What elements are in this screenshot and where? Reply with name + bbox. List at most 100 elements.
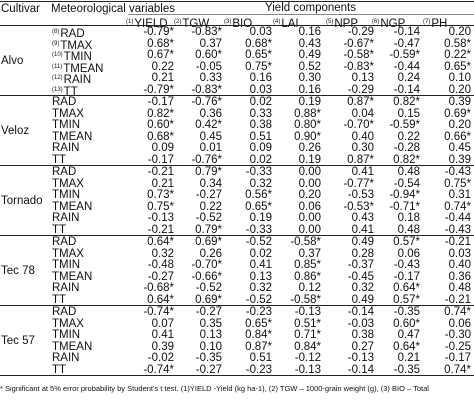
value-cell: 0.85* [294, 259, 321, 271]
header-rule [0, 25, 474, 26]
value-cell: 0.32 [351, 282, 374, 294]
variable-label: (9)TMAX [52, 38, 92, 52]
value-cell: 0.34 [199, 177, 222, 190]
variable-label: (13)TT [52, 84, 78, 98]
value-cell: 0.18 [397, 212, 420, 224]
value-cell: 0.56* [245, 189, 272, 201]
value-cell: 0.40 [448, 259, 471, 271]
column-header-yield: (1)YIELD [126, 16, 174, 30]
value-cell: 0.06 [298, 200, 321, 213]
value-cell: -0.29 [347, 26, 374, 38]
value-cell: -0.27 [195, 363, 222, 376]
value-cell: 0.49 [351, 293, 374, 306]
met-vars-header: Meteorological variables [51, 3, 176, 15]
value-cell: 0.20 [448, 26, 471, 38]
variable-name: RAD [60, 28, 85, 40]
value-cell: 0.21 [397, 352, 420, 364]
variable-label: TMEAN [52, 201, 92, 213]
value-cell: -0.58* [343, 49, 374, 61]
value-cell: 0.19 [298, 153, 321, 166]
variable-label: TMAX [52, 178, 84, 190]
value-cell: -0.54 [393, 177, 420, 190]
value-cell: -0.45 [347, 270, 374, 283]
value-cell: 0.64* [147, 236, 174, 248]
table-footnote: * Significant at 5% error probability by… [0, 384, 429, 393]
value-cell: -0.43 [444, 223, 471, 236]
variable-label: TMEAN [52, 341, 92, 353]
value-cell: -0.23 [245, 363, 272, 376]
value-cell: 0.69* [444, 107, 471, 120]
value-cell: 0.80* [294, 119, 321, 131]
value-cell: -0.35 [393, 363, 420, 376]
value-cell: 0.12 [298, 282, 321, 294]
value-cell: -0.59* [389, 119, 420, 131]
value-cell: 0.16 [298, 26, 321, 38]
value-cell: 0.45 [448, 142, 471, 154]
value-cell: 0.73* [147, 189, 174, 201]
value-cell: 0.33 [199, 72, 222, 84]
value-cell: -0.37 [347, 259, 374, 271]
column-label: NPP [334, 18, 358, 30]
value-cell: -0.35 [195, 352, 222, 364]
value-cell: -0.66* [191, 270, 222, 283]
value-cell: -0.58* [290, 236, 321, 248]
value-cell: 0.03 [249, 26, 272, 38]
value-cell: 0.16 [249, 72, 272, 84]
variable-label: TMIN [52, 119, 80, 131]
value-cell: 0.74* [444, 363, 471, 376]
value-cell: 0.35 [199, 317, 222, 330]
value-cell: -0.13 [294, 363, 321, 376]
variable-name: RAIN [52, 352, 80, 364]
value-cell: 0.37 [298, 247, 321, 260]
value-cell: 0.75* [444, 177, 471, 190]
value-cell: -0.44 [393, 60, 420, 73]
value-cell: 0.07 [151, 317, 174, 330]
value-cell: 0.10 [448, 72, 471, 84]
variable-name: RAIN [52, 142, 80, 154]
variable-name: RAD [52, 236, 77, 248]
variable-name: TMEAN [52, 270, 93, 283]
variable-name: TMIN [52, 189, 81, 201]
value-cell: -0.74* [143, 306, 174, 318]
group-rule [0, 235, 474, 236]
value-cell: 0.45 [199, 130, 222, 143]
value-cell: 0.40 [351, 130, 374, 143]
column-header-ph: (7)PH [423, 16, 471, 30]
value-cell: 0.39 [448, 153, 471, 166]
column-label: NGP [380, 18, 406, 30]
value-cell: 0.21 [151, 177, 174, 190]
value-cell: 0.43 [351, 212, 374, 224]
value-cell: -0.76* [191, 96, 222, 108]
value-cell: -0.30 [444, 329, 471, 341]
value-cell: 0.22 [151, 60, 174, 73]
value-cell: 0.27 [351, 340, 374, 353]
variable-name: TMIN [63, 51, 92, 63]
value-cell: -0.02 [147, 352, 174, 364]
value-cell: 0.16 [298, 83, 321, 96]
variable-sup: (11) [52, 63, 63, 70]
value-cell: -0.12 [294, 352, 321, 364]
value-cell: -0.33 [245, 223, 272, 236]
value-cell: 0.65* [245, 49, 272, 61]
group-rule [0, 375, 474, 376]
value-cell: -0.13 [347, 352, 374, 364]
value-cell: -0.47 [393, 37, 420, 50]
column-label: BIO [232, 18, 253, 30]
variable-name: RAIN [52, 282, 80, 294]
value-cell: 0.15 [397, 107, 420, 120]
value-cell: 0.38 [249, 119, 272, 131]
value-cell: 0.51 [249, 130, 272, 143]
value-cell: 0.75* [147, 200, 174, 213]
variable-name: TMEAN [52, 130, 93, 143]
column-sup: (2) [174, 19, 182, 25]
value-cell: 0.00 [298, 223, 321, 236]
variable-label: RAIN [52, 352, 79, 364]
value-cell: 0.51 [249, 352, 272, 364]
value-cell: -0.28 [393, 142, 420, 154]
value-cell: 0.36 [199, 107, 222, 120]
value-cell: 0.39 [151, 340, 174, 353]
variable-name: RAIN [63, 74, 92, 86]
value-cell: 0.03 [448, 247, 471, 260]
value-cell: -0.58* [290, 293, 321, 306]
value-cell: 0.82* [393, 96, 420, 108]
